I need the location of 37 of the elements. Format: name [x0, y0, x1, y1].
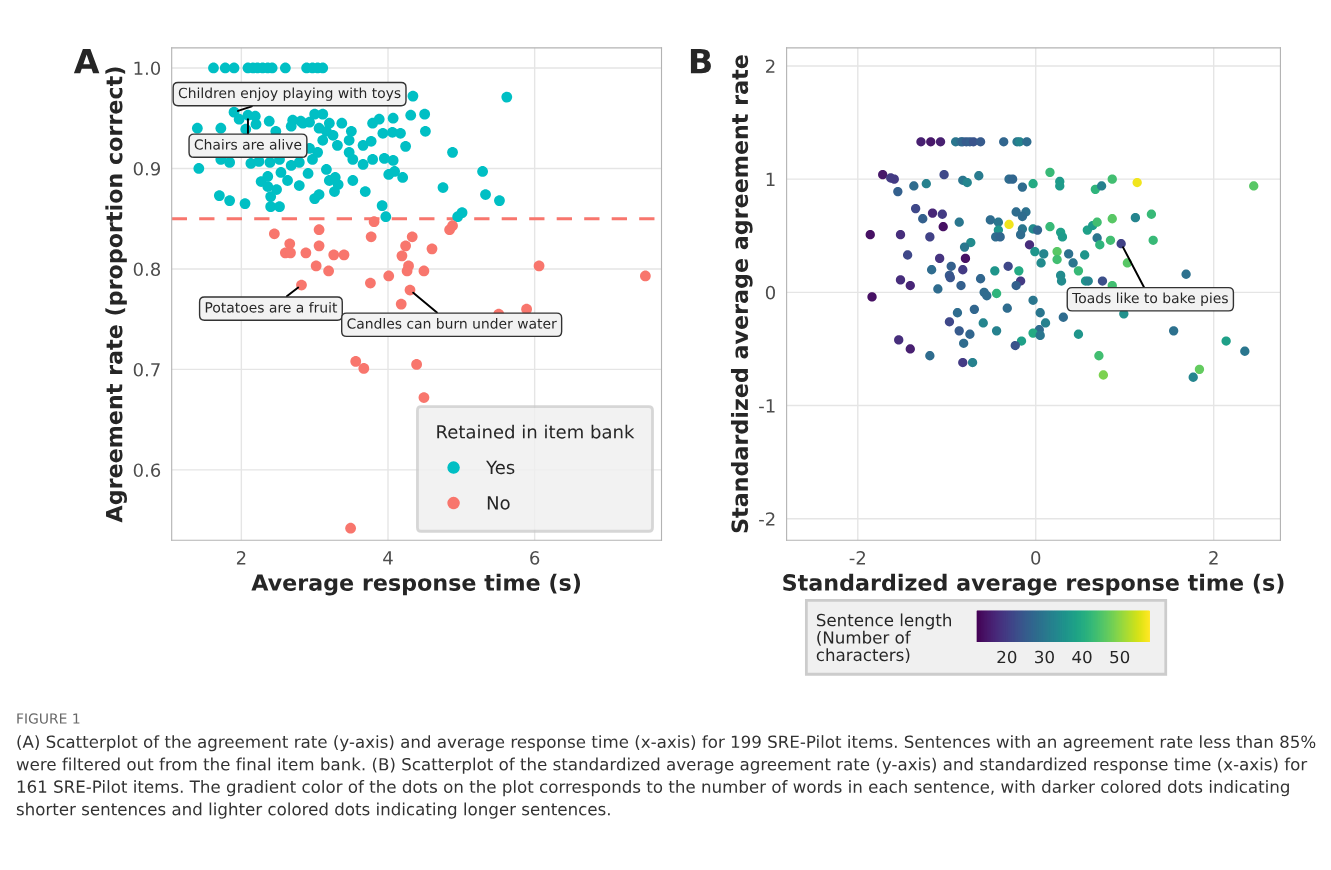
legend-label: Yes	[486, 460, 515, 475]
y-axis-title: Agreement rate (proportion correct)	[105, 67, 128, 523]
color-bar-title: Sentence length (Number of characters)	[816, 613, 951, 664]
annotation: Children enjoy playing with toys	[178, 87, 401, 101]
x-axis-title: Average response time (s)	[251, 573, 581, 596]
y-tick-label: 2	[766, 59, 775, 73]
caption: FIGURE 1	[17, 713, 80, 724]
annotation: Chairs are alive	[194, 139, 302, 150]
x-axis-title: Standardized average response time (s)	[783, 573, 1284, 596]
y-tick-label: -1	[759, 399, 775, 413]
y-tick-label: -2	[759, 512, 775, 526]
color-bar-label: 30	[1035, 650, 1054, 664]
y-tick-label: 0.7	[133, 362, 160, 377]
x-tick-label: 2	[1209, 551, 1218, 565]
chart-title: B	[690, 48, 711, 74]
legend-title: Retained in item bank	[437, 424, 635, 439]
y-tick-label: 0	[765, 285, 776, 300]
x-tick-label: 0	[1031, 551, 1041, 565]
y-tick-label: 1	[766, 172, 775, 187]
x-tick-label: 4	[383, 551, 393, 565]
annotation: Potatoes are a fruit	[205, 301, 338, 313]
legend-label: No	[487, 496, 510, 510]
y-tick-label: 1.0	[134, 61, 161, 76]
y-tick-label: 0.8	[133, 262, 161, 277]
chart-title: A	[73, 48, 100, 74]
color-bar-label: 50	[1110, 650, 1130, 664]
y-tick-label: 0.6	[133, 463, 161, 478]
x-tick-label: 2	[236, 551, 246, 565]
color-bar-label: 40	[1072, 650, 1092, 664]
text: (A) Scatterplot of the agreement rate (y-axis) and average response time (x-axis) for 199 SRE-Pilot items. Sentences with an agreement rate less than 85% were filtered out from the final item bank. (B) Scatterplot of the standardized average agreement rate (y-axis) and standardized response time (x-axis) for 161 SRE-Pilot items. The gradient color of the dots on the plot corresponds to the number of words in each sentence, with darker colored dots indicating shorter sentences and lighter colored dots indicating longer sentences.	[16, 735, 1316, 819]
x-tick-label: 6	[530, 551, 540, 565]
y-tick-label: 0.9	[133, 161, 161, 176]
x-tick-label: -2	[849, 551, 865, 565]
annotation: Toads like to bake pies	[1072, 292, 1228, 306]
color-bar-label: 20	[997, 650, 1017, 664]
y-axis-title: Standardized average agreement rate	[730, 55, 753, 533]
annotation: Candles can burn under water	[347, 318, 557, 329]
